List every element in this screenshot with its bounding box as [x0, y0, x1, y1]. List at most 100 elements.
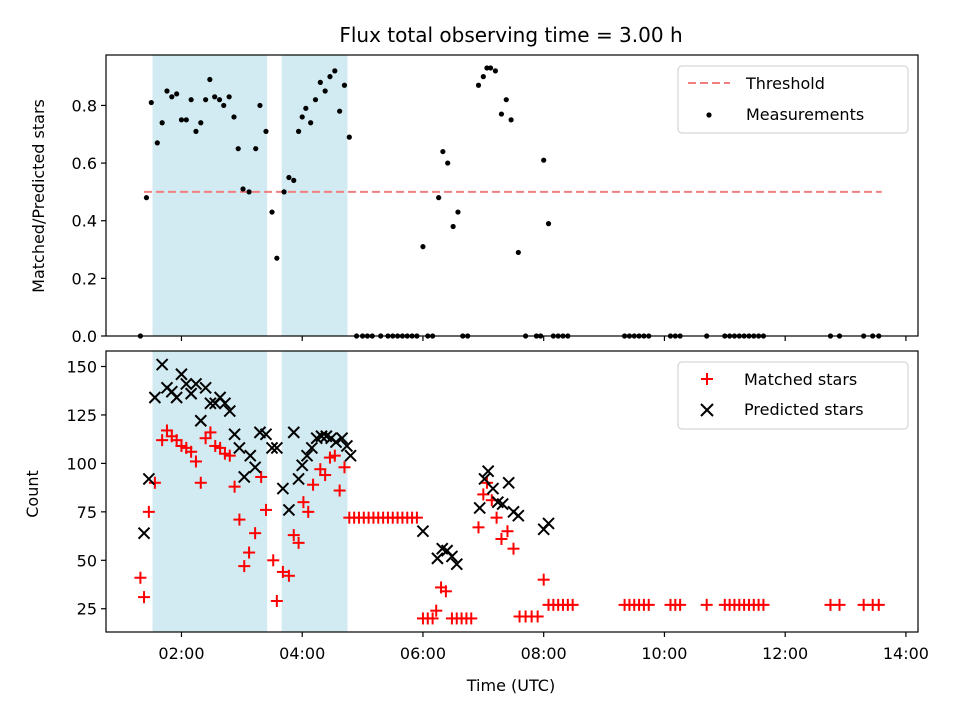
- measurement-point: [281, 189, 287, 195]
- measurement-point: [212, 94, 218, 100]
- matched-star-point: [333, 484, 346, 497]
- measurement-point: [274, 255, 280, 261]
- measurement-point: [207, 76, 213, 83]
- measurement-points: [137, 65, 882, 339]
- x-tick-label: 02:00: [158, 644, 204, 663]
- measurement-point: [188, 97, 194, 103]
- predicted-star-point: [228, 428, 241, 441]
- x-axis-label: Time (UTC): [466, 676, 555, 695]
- predicted-star-point: [184, 387, 198, 400]
- predicted-star-point: [473, 501, 486, 515]
- predicted-star-point: [148, 391, 162, 404]
- measurement-point: [455, 209, 461, 215]
- bottom-y-axis-label: Count: [23, 470, 42, 518]
- matched-star-point: [307, 478, 320, 491]
- matched-star-point: [138, 591, 151, 604]
- predicted-star-point: [233, 441, 246, 455]
- measurement-point: [216, 97, 223, 103]
- top-legend: Threshold Measurements: [677, 65, 909, 134]
- predicted-stars-points: [137, 358, 555, 571]
- matched-star-point: [566, 598, 579, 611]
- matched-star-point: [490, 511, 503, 524]
- measurement-point: [246, 189, 252, 195]
- x-tick-label: 08:00: [521, 644, 567, 663]
- measurement-point: [475, 82, 482, 88]
- predicted-star-point: [175, 368, 188, 381]
- matched-star-point: [338, 461, 351, 474]
- matched-star-point: [282, 569, 295, 582]
- y-tick-label: 0.4: [72, 212, 97, 231]
- predicted-star-point: [189, 377, 203, 391]
- predicted-star-point: [502, 476, 515, 489]
- matched-star-point: [276, 565, 289, 578]
- predicted-star-point: [276, 482, 290, 495]
- matched-star-point: [204, 426, 217, 439]
- matched-star-point: [507, 542, 520, 555]
- measurement-point: [240, 186, 246, 192]
- measurement-point: [322, 88, 328, 94]
- predicted-star-point: [287, 426, 300, 439]
- matched-star-point: [302, 505, 315, 518]
- predicted-star-point: [265, 441, 279, 455]
- shaded-region-1: [152, 55, 268, 336]
- matched-star-point: [537, 573, 550, 586]
- measurement-point: [269, 209, 275, 215]
- measurement-point: [257, 102, 263, 109]
- predicted-star-point: [194, 414, 207, 427]
- matched-star-point: [872, 598, 885, 611]
- predicted-star-point: [270, 441, 284, 455]
- measurement-point: [263, 128, 269, 134]
- matched-star-point: [228, 480, 241, 493]
- matched-star-point: [328, 449, 341, 462]
- measurement-point: [295, 128, 302, 134]
- legend-threshold-label: Threshold: [745, 74, 825, 93]
- measurement-point: [299, 114, 305, 120]
- measurement-point: [545, 221, 552, 227]
- predicted-star-point: [486, 482, 500, 495]
- matched-star-point: [426, 612, 439, 625]
- legend-predicted-swatch: [700, 403, 714, 417]
- top-x-ticks: [180, 336, 907, 341]
- predicted-star-point: [142, 472, 156, 486]
- measurement-point: [312, 97, 319, 103]
- matched-star-point: [480, 476, 493, 489]
- predicted-star-point: [259, 428, 273, 441]
- x-tick-label: 14:00: [883, 644, 929, 663]
- bottom-x-ticks: 02:00 04:00 06:00 08:00 10:00 12:00 14:00: [158, 632, 929, 663]
- predicted-star-point: [335, 431, 349, 445]
- matched-star-point: [674, 598, 687, 611]
- predicted-star-point: [450, 557, 463, 571]
- matched-star-point: [142, 505, 155, 518]
- top-shaded-regions: [152, 55, 348, 336]
- matched-star-point: [439, 585, 452, 598]
- top-legend-box: [677, 65, 909, 134]
- measurement-point: [291, 177, 297, 183]
- legend-predicted-label: Predicted stars: [744, 400, 864, 419]
- matched-star-point: [255, 470, 268, 483]
- y-tick-label: 150: [66, 358, 97, 377]
- y-tick-label: 50: [77, 551, 97, 570]
- measurement-point: [231, 114, 237, 120]
- matched-star-point: [410, 511, 423, 524]
- predicted-star-point: [282, 503, 296, 517]
- predicted-star-point: [155, 358, 169, 371]
- measurement-point: [503, 97, 509, 103]
- bottom-panel: 25 50 75 100 125 150 02:00 04:00 06:00 08:00 10:0…: [23, 350, 929, 695]
- matched-star-point: [501, 525, 514, 538]
- y-tick-label: 125: [66, 406, 97, 425]
- measurement-point: [346, 134, 352, 140]
- matched-star-point: [189, 455, 202, 468]
- x-tick-label: 04:00: [279, 644, 325, 663]
- measurement-point: [484, 65, 490, 71]
- legend-matched-swatch: [701, 373, 713, 385]
- y-tick-label: 100: [66, 454, 97, 473]
- matched-star-point: [319, 469, 332, 482]
- predicted-star-point: [329, 435, 343, 449]
- measurement-point: [337, 108, 343, 114]
- measurement-point: [159, 120, 165, 126]
- predicted-star-point: [218, 397, 232, 410]
- predicted-star-point: [296, 459, 309, 472]
- shaded-region-2: [281, 55, 348, 336]
- bottom-y-ticks: 25 50 75 100 125 150: [66, 358, 106, 619]
